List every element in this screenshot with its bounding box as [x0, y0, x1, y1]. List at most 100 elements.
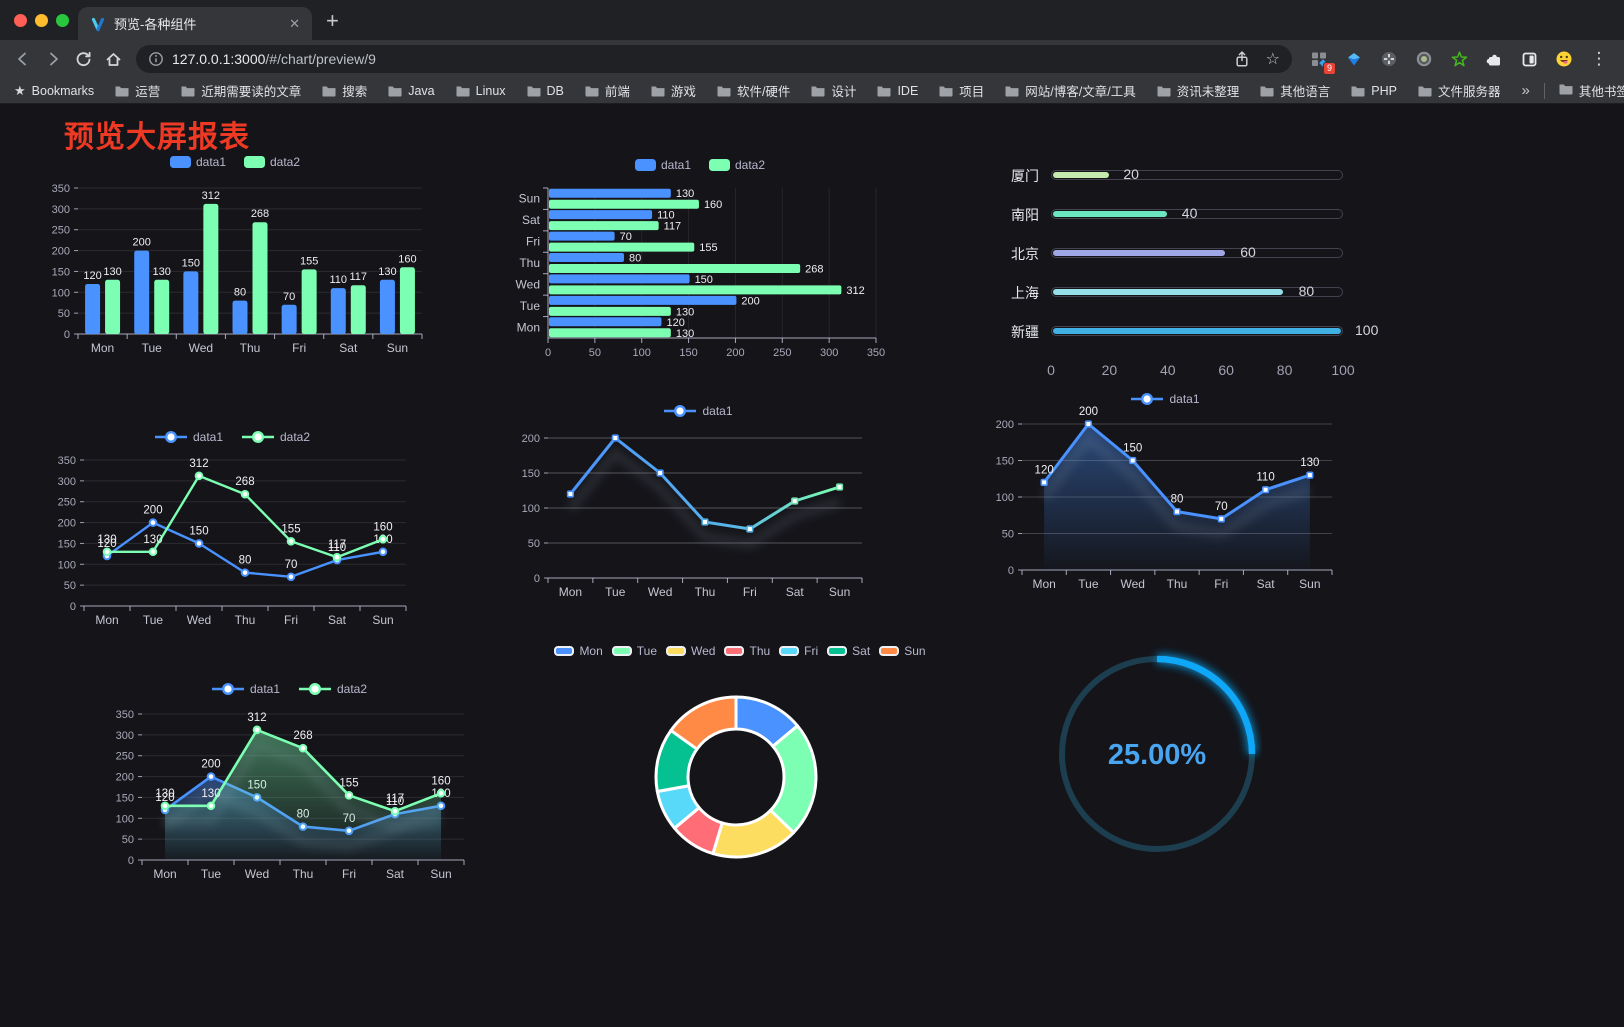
- site-info-icon[interactable]: [148, 51, 164, 67]
- bar[interactable]: [301, 269, 317, 334]
- reload-button[interactable]: [68, 44, 98, 74]
- data-point[interactable]: [378, 547, 388, 557]
- data-point[interactable]: [240, 489, 250, 499]
- legend-item[interactable]: data2: [241, 430, 310, 444]
- data-point[interactable]: [390, 806, 400, 816]
- data-point[interactable]: [1217, 515, 1225, 523]
- data-point[interactable]: [1129, 456, 1137, 465]
- data-point[interactable]: [298, 743, 308, 753]
- data-point[interactable]: [701, 518, 709, 526]
- bar[interactable]: [549, 306, 671, 316]
- forward-button[interactable]: [38, 44, 68, 74]
- window-zoom-button[interactable]: [56, 14, 69, 27]
- data-point[interactable]: [1040, 478, 1048, 486]
- bookmark-item[interactable]: 搜索: [322, 81, 367, 100]
- bar[interactable]: [549, 274, 690, 284]
- data-point[interactable]: [1084, 420, 1093, 428]
- bookmark-item[interactable]: Linux: [456, 81, 506, 100]
- data-point[interactable]: [1261, 486, 1270, 494]
- extensions-puzzle-button[interactable]: [1481, 45, 1507, 73]
- bar[interactable]: [549, 253, 624, 262]
- bar[interactable]: [549, 264, 801, 273]
- legend-item[interactable]: Sun: [879, 644, 926, 658]
- extension-target-icon[interactable]: [1411, 45, 1437, 73]
- data-point[interactable]: [102, 547, 112, 557]
- legend-item[interactable]: data2: [244, 155, 300, 169]
- bar[interactable]: [549, 231, 615, 241]
- data-point[interactable]: [1173, 508, 1181, 516]
- bar[interactable]: [549, 199, 699, 209]
- legend-item[interactable]: Thu: [724, 644, 770, 658]
- data-point[interactable]: [656, 469, 664, 477]
- legend-item[interactable]: data1: [211, 682, 280, 696]
- legend-item[interactable]: data1: [169, 155, 226, 169]
- bar[interactable]: [549, 285, 842, 295]
- bookmarks-root-item[interactable]: ★ Bookmarks: [14, 83, 94, 99]
- browser-tab[interactable]: 预览-各种组件 ✕: [78, 7, 312, 40]
- data-point[interactable]: [160, 801, 170, 811]
- bar[interactable]: [379, 279, 395, 334]
- legend-item[interactable]: data1: [663, 404, 733, 418]
- legend-item[interactable]: Mon: [554, 644, 603, 658]
- back-button[interactable]: [8, 44, 38, 74]
- data-point[interactable]: [566, 490, 575, 498]
- data-point[interactable]: [252, 725, 262, 735]
- tab-close-icon[interactable]: ✕: [289, 15, 300, 31]
- bar[interactable]: [330, 288, 346, 334]
- other-bookmarks-item[interactable]: 其他书签: [1559, 81, 1624, 100]
- data-point[interactable]: [240, 568, 250, 577]
- data-point[interactable]: [148, 547, 158, 557]
- window-minimize-button[interactable]: [35, 14, 48, 27]
- browser-menu-button[interactable]: ⋮: [1590, 49, 1608, 68]
- bar[interactable]: [549, 210, 653, 220]
- bookmark-item[interactable]: 文件服务器: [1418, 81, 1500, 100]
- new-tab-button[interactable]: +: [326, 8, 339, 33]
- bookmark-item[interactable]: 前端: [585, 81, 630, 100]
- bar[interactable]: [549, 317, 662, 327]
- data-point[interactable]: [378, 534, 388, 544]
- pie-slice[interactable]: [669, 695, 738, 751]
- address-bar[interactable]: 127.0.0.1:3000/#/chart/preview/9 ☆: [136, 45, 1292, 73]
- bookmark-item[interactable]: 资讯未整理: [1157, 81, 1239, 100]
- bar[interactable]: [252, 222, 268, 334]
- data-point[interactable]: [791, 497, 799, 505]
- bookmark-star-icon[interactable]: ☆: [1265, 51, 1280, 68]
- data-point[interactable]: [344, 791, 354, 800]
- legend-item[interactable]: data1: [634, 158, 691, 172]
- extension-split-square-icon[interactable]: [1516, 45, 1542, 73]
- bookmark-item[interactable]: 设计: [811, 81, 856, 100]
- bar[interactable]: [232, 300, 248, 334]
- bookmarks-overflow-button[interactable]: »: [1521, 82, 1530, 99]
- bookmark-item[interactable]: 网站/博客/文章/工具: [1005, 81, 1136, 100]
- data-point[interactable]: [194, 539, 204, 548]
- bookmark-item[interactable]: 近期需要读的文章: [181, 81, 301, 100]
- bookmark-item[interactable]: Java: [388, 81, 435, 100]
- extension-star-icon[interactable]: [1446, 45, 1472, 73]
- legend-item[interactable]: data2: [709, 158, 765, 172]
- bar[interactable]: [549, 188, 671, 198]
- data-point[interactable]: [286, 572, 296, 582]
- data-point[interactable]: [746, 525, 754, 533]
- data-point[interactable]: [148, 518, 158, 527]
- bar[interactable]: [549, 221, 659, 231]
- legend-item[interactable]: Wed: [666, 644, 715, 658]
- bookmark-item[interactable]: PHP: [1351, 81, 1397, 100]
- window-close-button[interactable]: [14, 14, 27, 27]
- data-point[interactable]: [1306, 471, 1314, 479]
- bar[interactable]: [134, 250, 150, 334]
- bookmark-item[interactable]: 运营: [115, 81, 160, 100]
- bar[interactable]: [399, 267, 415, 334]
- bookmark-item[interactable]: IDE: [877, 81, 918, 100]
- legend-item[interactable]: Sat: [827, 644, 870, 658]
- legend-item[interactable]: data1: [154, 430, 223, 444]
- bookmark-item[interactable]: 软件/硬件: [717, 81, 790, 100]
- share-icon[interactable]: [1234, 50, 1250, 68]
- bar[interactable]: [549, 295, 737, 305]
- url-text[interactable]: 127.0.0.1:3000/#/chart/preview/9: [172, 51, 376, 67]
- bar[interactable]: [105, 279, 121, 334]
- bookmark-item[interactable]: 其他语言: [1260, 81, 1330, 100]
- data-point[interactable]: [436, 788, 446, 798]
- data-point[interactable]: [332, 552, 342, 562]
- legend-item[interactable]: Fri: [779, 644, 818, 658]
- bar[interactable]: [203, 203, 219, 334]
